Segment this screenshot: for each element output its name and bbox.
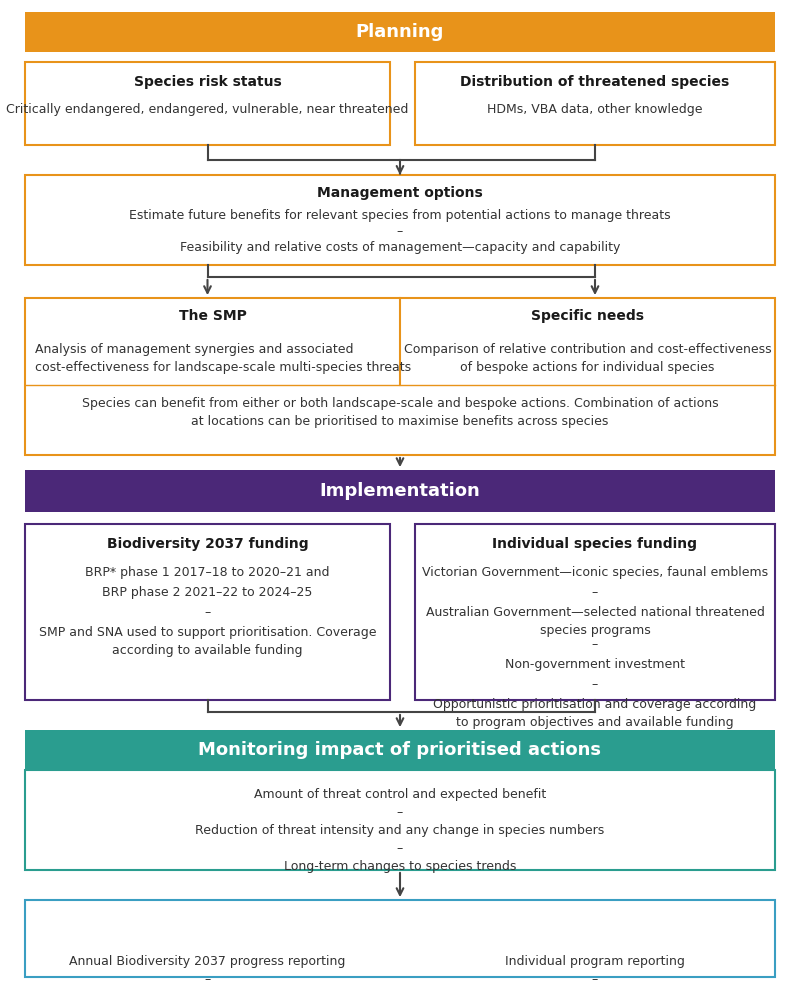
Text: Reduction of threat intensity and any change in species numbers: Reduction of threat intensity and any ch…	[195, 824, 605, 837]
Bar	[25, 62, 390, 145]
Text: BRP* phase 1 2017–18 to 2020–21 and: BRP* phase 1 2017–18 to 2020–21 and	[86, 566, 330, 579]
Bar	[25, 12, 775, 52]
Text: Feasibility and relative costs of management—capacity and capability: Feasibility and relative costs of manage…	[180, 240, 620, 253]
Text: Amount of threat control and expected benefit: Amount of threat control and expected be…	[254, 788, 546, 801]
Text: –: –	[397, 842, 403, 855]
Text: Long-term changes to species trends: Long-term changes to species trends	[284, 860, 516, 873]
Bar	[415, 62, 775, 145]
Text: HDMs, VBA data, other knowledge: HDMs, VBA data, other knowledge	[487, 104, 702, 117]
Bar	[25, 900, 775, 977]
Text: –: –	[592, 678, 598, 691]
Text: –: –	[397, 806, 403, 819]
Text: Implementation: Implementation	[320, 482, 480, 500]
Text: Species can benefit from either or both landscape-scale and bespoke actions. Com: Species can benefit from either or both …	[82, 397, 718, 428]
Text: Critically endangered, endangered, vulnerable, near threatened: Critically endangered, endangered, vulne…	[6, 104, 409, 117]
Text: –: –	[592, 638, 598, 651]
Bar	[415, 524, 775, 700]
Text: Reporting: Reporting	[350, 911, 450, 929]
Bar	[25, 175, 775, 265]
Text: –: –	[204, 973, 210, 986]
Text: Biodiversity 2037 funding: Biodiversity 2037 funding	[106, 537, 308, 551]
Bar	[25, 770, 775, 870]
Text: Individual species funding: Individual species funding	[493, 537, 698, 551]
Text: Management options: Management options	[317, 186, 483, 200]
Bar	[25, 524, 390, 700]
Text: Victorian Government—iconic species, faunal emblems: Victorian Government—iconic species, fau…	[422, 566, 768, 579]
Text: –: –	[397, 225, 403, 238]
Text: Distribution of threatened species: Distribution of threatened species	[460, 75, 730, 89]
Text: Monitoring impact of prioritised actions: Monitoring impact of prioritised actions	[198, 741, 602, 759]
Bar	[25, 470, 775, 512]
Text: Planning: Planning	[356, 23, 444, 41]
Text: –: –	[592, 973, 598, 986]
Text: BRP phase 2 2021–22 to 2024–25: BRP phase 2 2021–22 to 2024–25	[102, 586, 313, 599]
Bar	[25, 298, 775, 455]
Text: –: –	[204, 606, 210, 619]
Text: Comparison of relative contribution and cost-effectiveness
of bespoke actions fo: Comparison of relative contribution and …	[404, 343, 771, 374]
Text: Analysis of management synergies and associated
cost-effectiveness for landscape: Analysis of management synergies and ass…	[35, 343, 411, 374]
Text: Annual Biodiversity 2037 progress reporting: Annual Biodiversity 2037 progress report…	[70, 955, 346, 968]
Text: Individual program reporting: Individual program reporting	[505, 955, 685, 968]
Text: SMP and SNA used to support prioritisation. Coverage
according to available fund: SMP and SNA used to support prioritisati…	[38, 626, 376, 657]
Text: –: –	[592, 586, 598, 599]
Text: Estimate future benefits for relevant species from potential actions to manage t: Estimate future benefits for relevant sp…	[129, 209, 671, 222]
Bar	[25, 900, 775, 940]
Text: Specific needs: Specific needs	[531, 309, 644, 323]
Text: Australian Government—selected national threatened
species programs: Australian Government—selected national …	[426, 606, 765, 637]
Text: The SMP: The SMP	[178, 309, 246, 323]
Text: Species risk status: Species risk status	[134, 75, 282, 89]
Text: Opportunistic prioritisation and coverage according
to program objectives and av: Opportunistic prioritisation and coverag…	[434, 698, 757, 729]
Bar	[25, 730, 775, 770]
Text: Non-government investment: Non-government investment	[505, 658, 685, 671]
